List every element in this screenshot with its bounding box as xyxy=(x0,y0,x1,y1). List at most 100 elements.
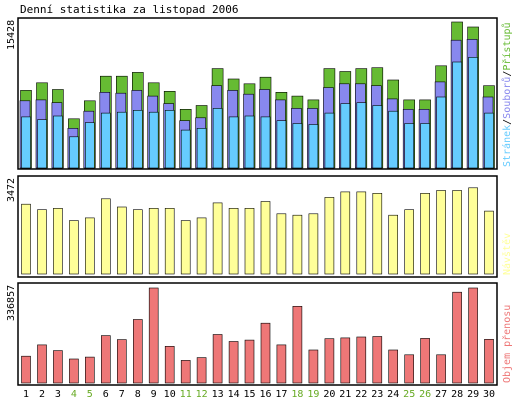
bar-stranky-day-7 xyxy=(117,111,127,169)
day-label-26: 26 xyxy=(419,389,431,400)
bar-navstevy-day-7 xyxy=(117,206,127,275)
day-label-12: 12 xyxy=(196,389,208,400)
day-label-4: 4 xyxy=(71,389,77,400)
bar-navstevy-day-18 xyxy=(292,214,303,275)
day-label-6: 6 xyxy=(103,389,109,400)
bar-prenos-day-12 xyxy=(196,357,207,384)
bar-stranky-day-1 xyxy=(21,116,31,169)
panel-bottom: 336857 Objem přenosu xyxy=(6,282,513,386)
bar-stranky-day-9 xyxy=(148,111,159,169)
bar-navstevy-day-26 xyxy=(420,193,430,275)
bar-prenos-day-8 xyxy=(133,319,143,384)
bar-stranky-day-10 xyxy=(164,110,175,169)
bar-navstevy-day-20 xyxy=(324,197,335,275)
day-label-27: 27 xyxy=(435,389,447,400)
bar-stranky-day-22 xyxy=(356,102,367,169)
bar-stranky-day-30 xyxy=(484,112,494,169)
bar-stranky-day-3 xyxy=(53,115,63,169)
bar-prenos-day-1 xyxy=(21,355,31,384)
bar-stranky-day-20 xyxy=(324,112,335,169)
bar-prenos-day-4 xyxy=(69,358,79,384)
chart-panels: 15428 Stránek/Souborů/Přístupů 3472Návštěv… xyxy=(6,17,513,386)
bar-prenos-day-5 xyxy=(85,356,95,384)
bar-navstevy-day-11 xyxy=(180,220,191,275)
bar-navstevy-day-10 xyxy=(164,208,175,275)
bar-prenos-day-20 xyxy=(324,338,335,384)
bar-prenos-day-7 xyxy=(117,339,127,384)
bar-prenos-day-11 xyxy=(180,360,191,384)
bar-navstevy-day-5 xyxy=(85,217,95,275)
bar-prenos-day-26 xyxy=(420,338,430,384)
day-label-10: 10 xyxy=(164,389,176,400)
bar-prenos-day-17 xyxy=(276,344,287,384)
legend: Návštěv xyxy=(501,233,513,275)
bar-prenos-day-27 xyxy=(436,354,446,384)
bar-prenos-day-23 xyxy=(372,336,383,384)
bar-stranky-day-6 xyxy=(101,112,111,169)
day-label-30: 30 xyxy=(483,389,495,400)
bar-stranky-day-8 xyxy=(133,110,143,169)
bar-navstevy-day-23 xyxy=(372,193,383,275)
bar-navstevy-day-24 xyxy=(388,214,399,275)
bar-stranky-day-14 xyxy=(228,116,239,169)
day-label-5: 5 xyxy=(87,389,93,400)
bar-stranky-day-25 xyxy=(404,123,415,169)
bar-prenos-day-25 xyxy=(404,354,415,384)
bar-navstevy-day-6 xyxy=(101,198,111,275)
day-label-2: 2 xyxy=(39,389,45,400)
bar-stranky-day-16 xyxy=(260,116,271,169)
legend-item: Přístupů xyxy=(501,22,513,70)
y-max-label: 336857 xyxy=(6,285,17,321)
bar-stranky-day-29 xyxy=(468,56,478,169)
bar-prenos-day-18 xyxy=(292,305,303,384)
bar-navstevy-day-29 xyxy=(468,187,478,275)
bar-stranky-day-23 xyxy=(372,105,383,169)
bar-prenos-day-29 xyxy=(468,287,478,384)
bar-navstevy-day-17 xyxy=(276,213,287,275)
bar-navstevy-day-4 xyxy=(69,220,79,275)
bar-prenos-day-21 xyxy=(340,337,351,384)
day-label-20: 20 xyxy=(323,389,335,400)
bar-stranky-day-11 xyxy=(180,129,191,169)
panel-middle: 3472 Návštěv xyxy=(6,175,513,278)
bar-navstevy-day-14 xyxy=(228,208,239,275)
bar-navstevy-day-27 xyxy=(436,190,446,275)
day-label-9: 9 xyxy=(151,389,157,400)
legend: Stránek/Souborů/Přístupů xyxy=(501,22,513,167)
bar-navstevy-day-19 xyxy=(308,213,319,275)
legend-item: / xyxy=(502,119,513,125)
legend-item: Návštěv xyxy=(501,233,513,275)
panel-top: 15428 Stránek/Souborů/Přístupů xyxy=(6,17,513,170)
bar-navstevy-day-13 xyxy=(212,202,223,275)
bar-prenos-day-13 xyxy=(212,334,223,384)
bar-stranky-day-19 xyxy=(308,124,319,169)
bar-navstevy-day-12 xyxy=(196,217,207,275)
day-label-14: 14 xyxy=(228,389,240,400)
bar-prenos-day-16 xyxy=(260,322,271,384)
day-labels: 1 2 3 4 5 6 7 8 9 10 11 12 13 14 15 16 17 18 19 20 21 22 23 24 2… xyxy=(23,389,495,400)
day-label-21: 21 xyxy=(339,389,351,400)
bar-navstevy-day-30 xyxy=(484,210,494,275)
bar-stranky-day-2 xyxy=(37,119,47,169)
bar-prenos-day-22 xyxy=(356,336,367,384)
bar-prenos-day-10 xyxy=(164,345,175,384)
day-label-23: 23 xyxy=(371,389,383,400)
legend-item: / xyxy=(502,71,513,77)
day-label-19: 19 xyxy=(307,389,319,400)
bar-prenos-day-3 xyxy=(53,350,63,384)
bar-prenos-day-2 xyxy=(37,344,47,384)
bar-stranky-day-17 xyxy=(276,120,287,169)
day-label-17: 17 xyxy=(275,389,287,400)
bar-navstevy-day-3 xyxy=(53,208,63,275)
day-label-15: 15 xyxy=(243,389,255,400)
bar-stranky-day-27 xyxy=(436,96,446,169)
bar-stranky-day-24 xyxy=(388,110,399,169)
panel-frame xyxy=(17,282,498,386)
y-max-label: 15428 xyxy=(6,20,17,50)
bar-stranky-day-13 xyxy=(212,108,223,169)
bar-stranky-day-26 xyxy=(420,123,430,169)
panel-frame xyxy=(17,17,498,170)
day-label-7: 7 xyxy=(119,389,125,400)
panel-frame xyxy=(17,175,498,278)
bar-prenos-day-9 xyxy=(148,287,159,384)
